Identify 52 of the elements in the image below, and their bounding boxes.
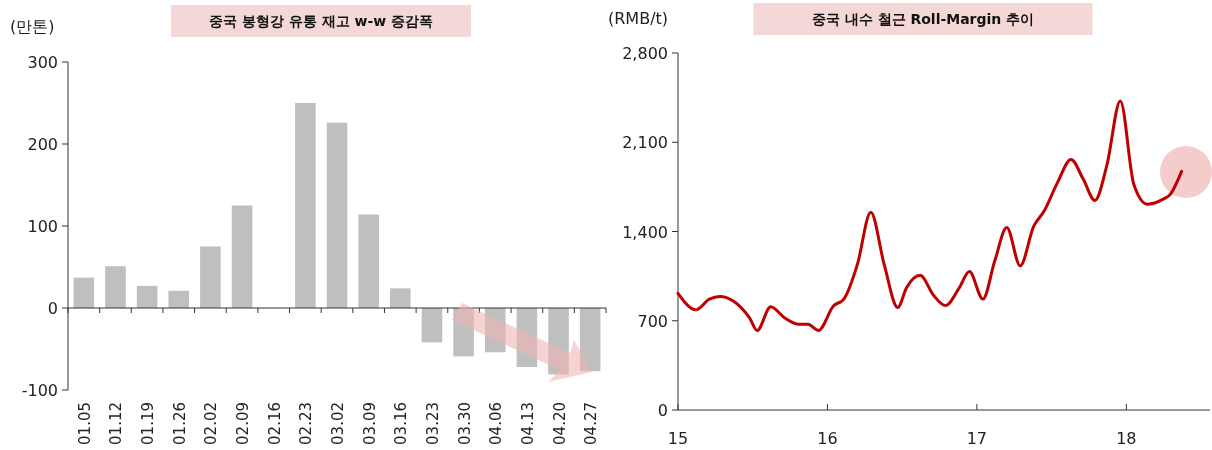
bar bbox=[548, 308, 569, 375]
x-tick-label: 01.12 bbox=[107, 402, 126, 445]
x-tick-label: 03.30 bbox=[455, 402, 474, 445]
x-tick-label: 04.20 bbox=[550, 402, 569, 445]
bar bbox=[516, 308, 538, 368]
y-tick-label: 2,100 bbox=[622, 133, 668, 153]
y-axis-title: (만톤) bbox=[10, 17, 55, 36]
y-tick-label: 1,400 bbox=[622, 222, 668, 242]
bar bbox=[200, 246, 221, 308]
bar bbox=[453, 308, 474, 357]
line-series bbox=[676, 99, 1184, 332]
bar bbox=[579, 308, 601, 372]
x-tick-label: 17 bbox=[966, 429, 988, 448]
chart-title: 중국 내수 철근 Roll-Margin 추이 bbox=[811, 11, 1035, 27]
y-tick-label: 200 bbox=[27, 135, 58, 154]
x-tick-label: 04.06 bbox=[487, 402, 506, 445]
x-tick-label: 15 bbox=[667, 429, 689, 448]
bar bbox=[105, 266, 126, 308]
x-tick-label: 18 bbox=[1116, 429, 1137, 448]
bar bbox=[295, 103, 316, 308]
bar bbox=[73, 277, 95, 308]
bar bbox=[168, 290, 190, 308]
chart-title: 중국 봉형강 유통 재고 w-w 증감폭 bbox=[208, 13, 434, 29]
x-tick-label: 01.26 bbox=[170, 402, 189, 445]
x-tick-label: 02.23 bbox=[297, 402, 316, 445]
bar bbox=[326, 122, 348, 308]
y-axis-title: (RMB/t) bbox=[608, 9, 669, 28]
y-tick-label: 700 bbox=[637, 311, 668, 331]
x-tick-label: 02.16 bbox=[265, 402, 284, 445]
x-tick-label: 03.09 bbox=[360, 402, 379, 445]
bar bbox=[484, 308, 506, 353]
bar bbox=[421, 308, 443, 343]
bar bbox=[358, 214, 379, 308]
x-tick-label: 04.13 bbox=[518, 402, 537, 445]
bar bbox=[390, 288, 411, 308]
y-tick-label: 100 bbox=[27, 217, 58, 236]
x-tick-label: 03.02 bbox=[329, 402, 347, 445]
y-tick-label: 2,800 bbox=[622, 44, 668, 63]
y-tick-label: -100 bbox=[21, 381, 58, 400]
x-tick-label: 02.09 bbox=[234, 402, 253, 445]
x-tick-label: 16 bbox=[817, 429, 838, 448]
bar bbox=[136, 285, 158, 308]
x-tick-label: 04.27 bbox=[582, 402, 601, 445]
y-tick-label: 0 bbox=[47, 299, 58, 318]
x-tick-label: 03.16 bbox=[392, 402, 411, 445]
y-tick-label: 0 bbox=[657, 401, 668, 420]
x-tick-label: 01.19 bbox=[139, 402, 158, 445]
x-tick-label: 03.23 bbox=[423, 402, 442, 445]
bar bbox=[231, 205, 253, 308]
x-tick-label: 01.05 bbox=[75, 402, 94, 445]
x-tick-label: 02.02 bbox=[202, 402, 221, 445]
y-tick-label: 300 bbox=[27, 53, 58, 72]
